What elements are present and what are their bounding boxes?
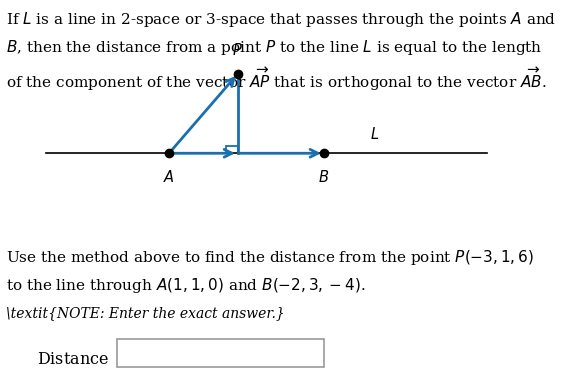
Text: to the line through $A(1, 1, 0)$ and $B(-2, 3, -4)$.: to the line through $A(1, 1, 0)$ and $B(… <box>6 276 365 295</box>
Text: If $L$ is a line in 2-space or 3-space that passes through the points $A$ and: If $L$ is a line in 2-space or 3-space t… <box>6 10 556 29</box>
Text: $A$: $A$ <box>163 169 175 185</box>
Text: $L$: $L$ <box>370 126 379 142</box>
Text: $B$, then the distance from a point $P$ to the line $L$ is equal to the length: $B$, then the distance from a point $P$ … <box>6 38 542 57</box>
FancyBboxPatch shape <box>117 339 324 367</box>
Text: \textit{NOTE: Enter the exact answer.}: \textit{NOTE: Enter the exact answer.} <box>6 307 284 320</box>
Text: $P$: $P$ <box>233 42 243 58</box>
Text: $B$: $B$ <box>318 169 329 185</box>
Text: Distance $=$: Distance $=$ <box>37 351 130 368</box>
Text: Use the method above to find the distance from the point $P(-3, 1, 6)$: Use the method above to find the distanc… <box>6 248 534 267</box>
Text: of the component of the vector $\overrightarrow{AP}$ that is orthogonal to the v: of the component of the vector $\overrig… <box>6 66 546 93</box>
